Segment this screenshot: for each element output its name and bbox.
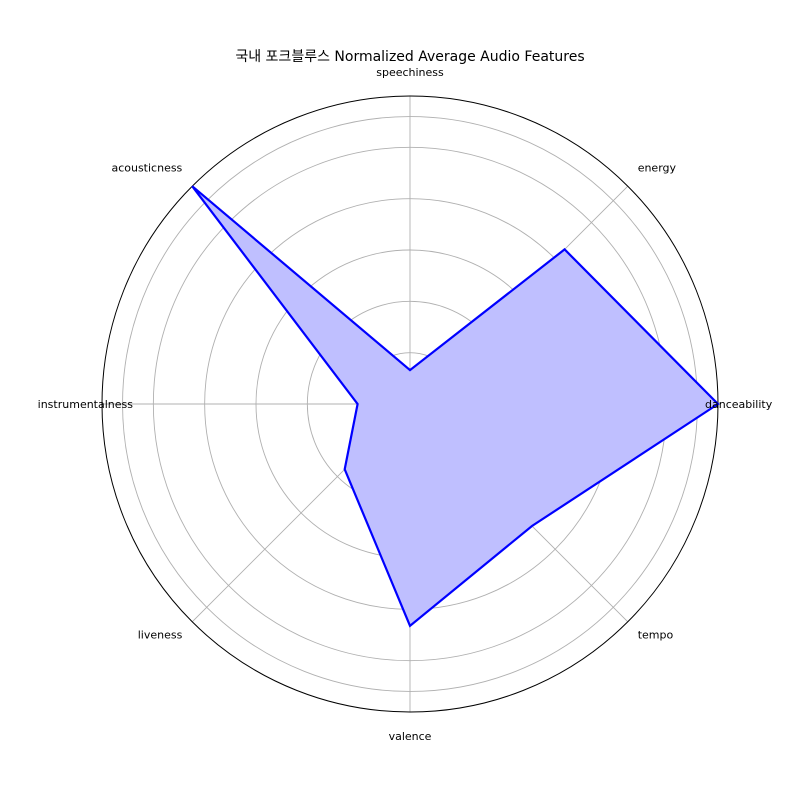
axis-labels: danceability energy speechiness acousticnes… [38,66,773,743]
series-line [191,185,720,628]
chart-title: 국내 포크블루스 Normalized Average Audio Featur… [235,49,584,65]
axis-label-acousticness: acousticness [111,161,182,174]
axis-label-tempo: tempo [638,629,674,642]
axis-label-danceability: danceability [705,398,773,411]
radar-series [191,185,720,628]
axis-label-valence: valence [389,730,432,743]
series-area [192,186,718,626]
axis-label-energy: energy [638,161,677,174]
axis-label-liveness: liveness [138,629,183,642]
axis-label-instrumentalness: instrumentalness [38,398,134,411]
axis-label-speechiness: speechiness [376,66,444,79]
